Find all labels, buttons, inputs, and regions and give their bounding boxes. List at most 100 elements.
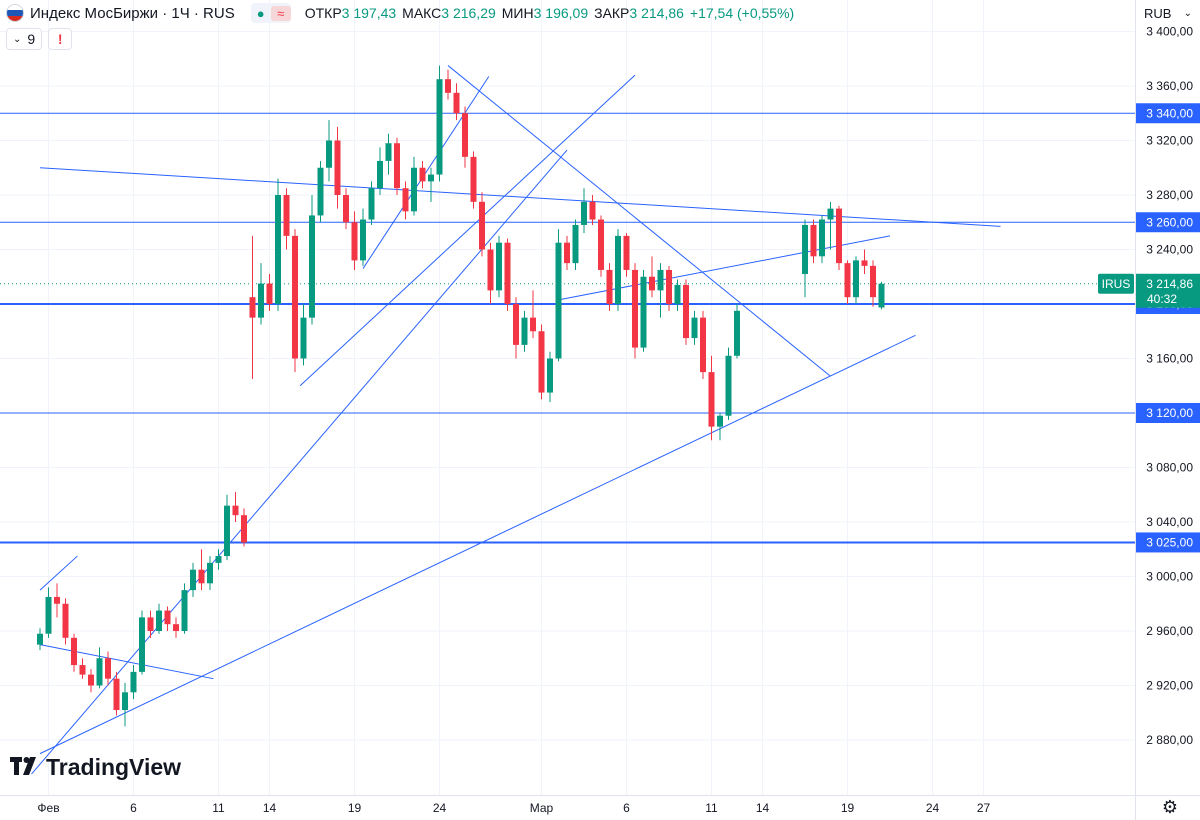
time-tick-label: 24	[433, 801, 447, 815]
time-tick-label: 19	[841, 801, 855, 815]
candle-body	[62, 603, 69, 638]
candle	[88, 669, 94, 693]
candle-body	[453, 92, 460, 114]
candle-body	[139, 617, 145, 672]
trendline	[39, 555, 78, 591]
candle	[411, 156, 417, 216]
candle	[113, 671, 120, 716]
candle-body	[802, 224, 808, 275]
candle	[666, 265, 672, 311]
price-axis: 3 400,00 3 360,00 3 320,00 3 280,00 3 240,00…	[1098, 25, 1200, 747]
candle-body	[666, 269, 672, 304]
candle	[419, 160, 426, 189]
candle	[62, 598, 69, 645]
candle-body	[436, 79, 443, 175]
candle	[241, 508, 247, 547]
candle-body	[700, 317, 706, 373]
candle-body	[564, 242, 570, 264]
candle	[581, 188, 587, 234]
candle-body	[156, 610, 162, 631]
level-price-label: 3 025,00	[1136, 532, 1200, 553]
status-pill[interactable]: ● ≈	[250, 3, 291, 23]
price-tick-label: 3 280,00	[1146, 188, 1193, 202]
candle-body	[215, 556, 222, 563]
warning-button[interactable]: !	[48, 28, 73, 50]
candle	[844, 260, 851, 304]
logo-text: TradingView	[46, 754, 182, 780]
time-tick-label: Мар	[530, 801, 554, 815]
price-tick-label: 3 320,00	[1146, 134, 1193, 148]
candle	[810, 219, 817, 264]
candle	[691, 310, 698, 345]
candle	[394, 137, 400, 195]
candle-body	[615, 235, 621, 304]
chevron-down-icon: ⌄	[1183, 7, 1192, 19]
currency-selector[interactable]: RUB ⌄	[1136, 2, 1200, 24]
candle-body	[181, 590, 188, 631]
candle-body	[79, 665, 86, 675]
candle-body	[360, 219, 366, 261]
level-label-bg	[1136, 532, 1200, 553]
candle	[351, 211, 358, 270]
current-price-value: 3 214,86	[1146, 277, 1193, 291]
candle	[198, 549, 205, 591]
settings-gear-icon[interactable]: ⚙	[1161, 797, 1179, 817]
current-price-bg	[1136, 273, 1200, 308]
candle-body	[377, 160, 383, 189]
candle-body	[317, 167, 324, 216]
candle	[836, 205, 842, 270]
candle-body	[844, 263, 851, 298]
candle	[717, 413, 723, 441]
tradingview-logo[interactable]: TradingView	[10, 754, 181, 781]
price-tick-label: 2 880,00	[1146, 733, 1193, 747]
candle	[470, 151, 477, 209]
indicators-toggle-button[interactable]: ⌄ 9	[6, 28, 43, 50]
candle-body	[394, 143, 400, 189]
candle	[130, 665, 137, 700]
candle	[657, 263, 664, 318]
candle-body	[411, 167, 417, 212]
market-open-dot-icon: ●	[256, 5, 265, 21]
candle	[283, 188, 290, 250]
candle	[555, 229, 562, 362]
candle	[462, 106, 468, 168]
candle-body	[555, 242, 562, 359]
candle	[402, 181, 409, 220]
candle	[334, 126, 341, 209]
candle	[436, 65, 443, 182]
candle	[139, 610, 145, 675]
bar-countdown: 40:32	[1147, 292, 1177, 306]
trendline	[39, 644, 214, 680]
candle	[292, 229, 298, 373]
candle	[164, 606, 171, 631]
candle-body	[300, 317, 307, 359]
time-axis: Фев 6 11 14 19 24 Мар 6 11 14 19 24 27	[37, 801, 990, 815]
candle	[623, 233, 630, 277]
candle-body	[266, 283, 273, 304]
candle	[487, 242, 494, 304]
candle-body	[334, 140, 341, 195]
delayed-data-icon[interactable]: ≈	[270, 5, 291, 21]
time-tick-label: 27	[977, 801, 991, 815]
candle-body	[674, 284, 681, 304]
candle	[496, 235, 502, 298]
candle	[504, 238, 511, 311]
chevron-down-icon: ⌄	[13, 33, 22, 45]
currency-label: RUB	[1144, 5, 1172, 21]
candle	[725, 347, 732, 420]
candle	[861, 249, 868, 275]
candle	[547, 351, 553, 403]
candle-body	[861, 260, 868, 266]
indicator-count: 9	[27, 31, 36, 47]
candle	[802, 219, 808, 298]
candle-body	[385, 143, 392, 161]
candle-body	[88, 674, 94, 686]
candle-body	[683, 284, 689, 339]
symbol-title[interactable]: Индекс МосБиржи · 1Ч · RUS	[30, 4, 235, 22]
candle-body	[657, 269, 664, 291]
candle	[513, 297, 519, 359]
candle-body	[572, 224, 579, 264]
symbol-tag-bg	[1098, 273, 1134, 294]
candle-body	[71, 637, 77, 666]
